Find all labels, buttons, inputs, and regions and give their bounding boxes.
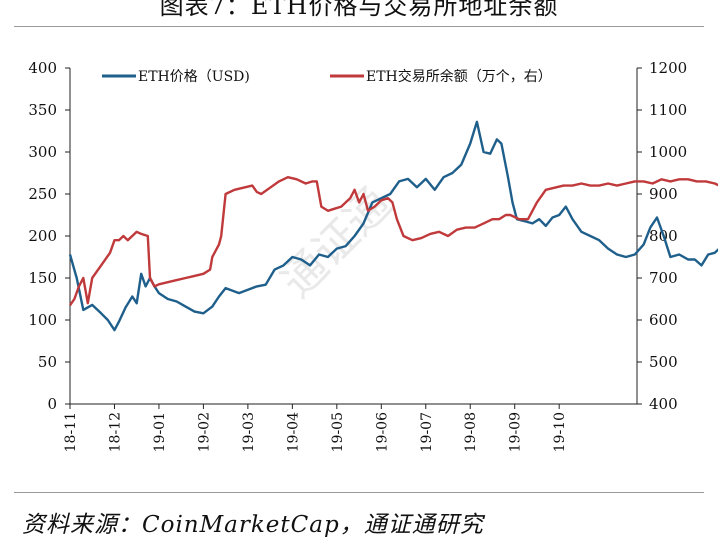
right-tick-label: 1200 <box>649 59 687 77</box>
x-tick-label: 19-04 <box>285 412 301 452</box>
series-group <box>68 120 718 332</box>
right-tick-label: 1000 <box>649 143 687 161</box>
right-tick-label: 500 <box>649 353 678 371</box>
x-tick-label: 19-10 <box>552 412 568 452</box>
right-tick-label: 1100 <box>649 101 687 119</box>
right-tick-label: 600 <box>649 311 678 329</box>
source-note: 资料来源：CoinMarketCap，通证通研究 <box>22 512 484 538</box>
legend-group: ETH价格（USD) ETH交易所余额（万个，右） <box>102 68 552 85</box>
x-tick-label: 19-02 <box>196 412 212 452</box>
x-tick-label: 18-11 <box>63 412 79 452</box>
chart-svg: 通证通 050100150200250300350400400500600700… <box>28 59 718 452</box>
left-tick-label: 400 <box>28 59 57 77</box>
axes-group: 0501001502002503003504004005006007008009… <box>28 59 687 452</box>
left-tick-label: 50 <box>38 353 57 371</box>
left-tick-label: 100 <box>28 311 57 329</box>
x-tick-label: 19-05 <box>330 412 346 452</box>
x-tick-label: 19-07 <box>419 412 435 452</box>
legend-label-balance: ETH交易所余额（万个，右） <box>366 68 552 85</box>
title-rule <box>14 26 704 27</box>
source-rule <box>14 492 704 493</box>
x-tick-label: 19-03 <box>241 412 257 452</box>
legend-label-price: ETH价格（USD) <box>138 69 250 85</box>
right-tick-label: 700 <box>649 269 678 287</box>
chart-title: 图表7：ETH价格与交易所地址余额 <box>159 0 559 20</box>
x-tick-label: 18-12 <box>107 412 123 452</box>
right-tick-label: 400 <box>649 395 678 413</box>
exchange-balance-line <box>69 176 718 306</box>
left-tick-label: 300 <box>28 143 57 161</box>
x-tick-label: 19-08 <box>463 412 479 452</box>
left-tick-label: 0 <box>47 395 57 413</box>
x-tick-label: 19-09 <box>508 412 524 452</box>
left-tick-label: 200 <box>28 227 57 245</box>
left-tick-label: 350 <box>28 101 57 119</box>
x-tick-label: 19-01 <box>152 412 168 452</box>
right-tick-label: 900 <box>649 185 678 203</box>
left-tick-label: 250 <box>28 185 57 203</box>
x-tick-label: 19-06 <box>374 412 390 452</box>
left-tick-label: 150 <box>28 269 57 287</box>
eth-price-line <box>68 120 718 332</box>
